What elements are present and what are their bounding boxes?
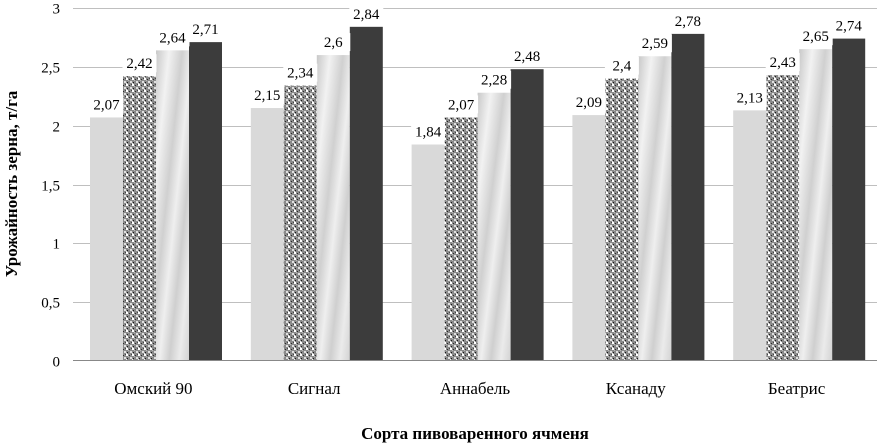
y-tick-label: 1 <box>53 237 61 253</box>
data-label: 2,34 <box>287 66 314 82</box>
category-label: Ксанаду <box>606 379 667 398</box>
data-label: 2,71 <box>192 22 218 38</box>
data-label-background <box>732 88 767 107</box>
data-label-background <box>670 11 705 30</box>
bar <box>671 33 705 362</box>
bar <box>189 42 222 362</box>
data-label-background <box>637 34 672 53</box>
data-label-background <box>122 54 157 73</box>
data-label-background <box>89 95 124 114</box>
bar <box>572 115 606 362</box>
data-label: 2,59 <box>642 36 668 52</box>
data-label: 2,13 <box>737 90 763 106</box>
data-label-background <box>765 53 800 72</box>
data-label: 2,07 <box>448 97 475 113</box>
data-label: 2,43 <box>770 55 796 71</box>
data-label-background <box>477 70 512 89</box>
y-tick-label: 2,5 <box>41 61 60 77</box>
data-label: 2,07 <box>93 97 120 113</box>
data-label-background <box>604 56 639 75</box>
bar <box>605 78 639 361</box>
data-label-background <box>831 16 866 35</box>
category-label: Беатрис <box>768 379 826 398</box>
data-label: 2,4 <box>613 59 632 75</box>
data-label-background <box>571 93 606 112</box>
data-label: 2,65 <box>803 29 829 45</box>
bar <box>123 76 156 361</box>
bar <box>444 117 478 362</box>
bar <box>638 56 672 361</box>
bar <box>250 108 284 362</box>
data-label: 2,42 <box>126 56 152 72</box>
data-label: 2,15 <box>254 88 280 104</box>
data-label-background <box>411 122 446 141</box>
data-label-background <box>349 4 384 23</box>
bar <box>349 26 383 362</box>
data-label-background <box>444 95 479 114</box>
x-axis-categories: Омский 90 Сигнал Аннабель Ксанаду Беатрис <box>114 379 825 398</box>
data-label-background <box>250 86 285 105</box>
y-tick-label: 3 <box>53 2 61 18</box>
data-labels: 2,07 2,42 2,64 2,71 2,15 2,34 2,6 2,84 1,84 2,07 2… <box>89 4 866 141</box>
category-label: Сигнал <box>288 379 341 398</box>
data-label-background <box>188 20 223 39</box>
category-label: Омский 90 <box>114 379 192 398</box>
data-label-background <box>510 47 545 66</box>
bars <box>90 26 866 362</box>
data-label-background <box>798 27 833 46</box>
bar <box>832 38 866 362</box>
y-tick-label: 1,5 <box>41 179 60 195</box>
bar <box>477 92 511 361</box>
y-tick-label: 0,5 <box>41 296 60 312</box>
data-label: 2,78 <box>675 14 701 30</box>
data-label: 2,64 <box>159 30 186 46</box>
bar <box>733 110 767 362</box>
data-label: 2,6 <box>324 35 343 51</box>
bar <box>411 144 445 361</box>
x-axis-title: Сорта пивоваренного ячменя <box>361 424 589 443</box>
category-label: Аннабель <box>440 379 510 398</box>
y-axis-ticks: 0 0,5 1 1,5 2 2,5 3 <box>41 2 60 371</box>
data-label: 2,48 <box>514 49 540 65</box>
y-axis-title: Урожайность зерна, т/га <box>2 90 21 277</box>
data-label-background <box>316 33 351 52</box>
data-label: 2,09 <box>576 95 602 111</box>
y-tick-label: 2 <box>53 120 61 136</box>
data-label: 2,28 <box>481 73 507 89</box>
y-tick-label: 0 <box>53 355 61 371</box>
data-label: 2,84 <box>353 7 380 23</box>
bar <box>90 117 123 362</box>
bar <box>510 69 544 361</box>
data-label-background <box>155 28 190 47</box>
bar <box>799 49 833 361</box>
data-label-background <box>283 63 318 82</box>
bar <box>766 75 800 361</box>
data-label: 1,84 <box>415 124 442 140</box>
bar <box>316 55 350 362</box>
bar <box>283 85 317 361</box>
bar <box>156 50 189 362</box>
data-label: 2,74 <box>836 19 863 35</box>
